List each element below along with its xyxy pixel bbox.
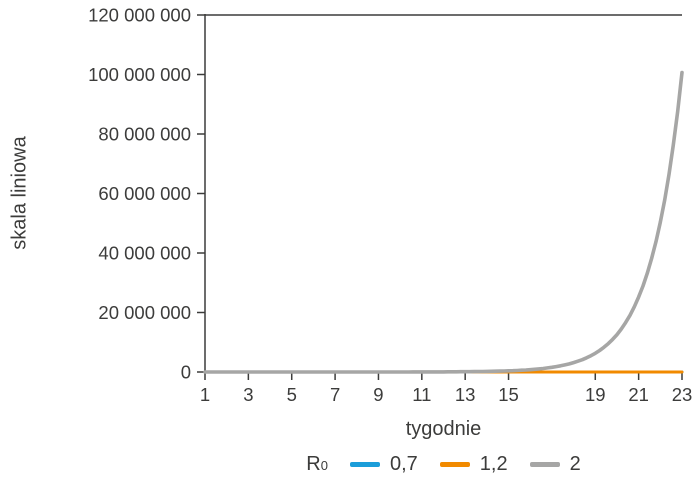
legend-item-2: 2 xyxy=(529,453,581,476)
x-tick-label: 21 xyxy=(628,384,649,405)
legend-label: 2 xyxy=(569,453,581,475)
y-tick-label: 40 000 000 xyxy=(98,242,191,263)
series-line-r0-2 xyxy=(203,70,684,374)
legend-swatch-gray xyxy=(529,462,560,467)
x-tick-label: 3 xyxy=(243,384,253,405)
x-tick-label: 5 xyxy=(287,384,297,405)
x-tick-label: 7 xyxy=(330,384,340,405)
y-tick-label: 120 000 000 xyxy=(88,4,191,25)
y-tick-label: 80 000 000 xyxy=(98,123,191,144)
legend-item-0-7: 0,7 xyxy=(349,453,418,476)
y-tick-label: 0 xyxy=(181,361,191,382)
legend-swatch-blue xyxy=(349,462,380,467)
legend-title-r: R xyxy=(306,453,321,475)
legend-item-1-2: 1,2 xyxy=(439,453,508,476)
legend-label: 0,7 xyxy=(389,453,418,475)
x-tick-label: 19 xyxy=(585,384,606,405)
x-tick-label: 11 xyxy=(412,384,431,405)
x-tick-label: 13 xyxy=(455,384,476,405)
x-tick-label: 1 xyxy=(200,384,210,405)
y-tick-label: 100 000 000 xyxy=(88,64,191,85)
legend-swatch-orange xyxy=(439,462,470,467)
legend-title-r-sub: 0 xyxy=(320,458,328,473)
y-tick-label: 20 000 000 xyxy=(98,302,191,323)
y-tick-label: 60 000 000 xyxy=(98,183,191,204)
legend-label: 1,2 xyxy=(479,453,508,475)
x-tick-label: 15 xyxy=(498,384,519,405)
x-tick-label: 23 xyxy=(672,384,693,405)
x-tick-label: 9 xyxy=(373,384,383,405)
x-axis-title: tygodnie xyxy=(405,418,482,440)
